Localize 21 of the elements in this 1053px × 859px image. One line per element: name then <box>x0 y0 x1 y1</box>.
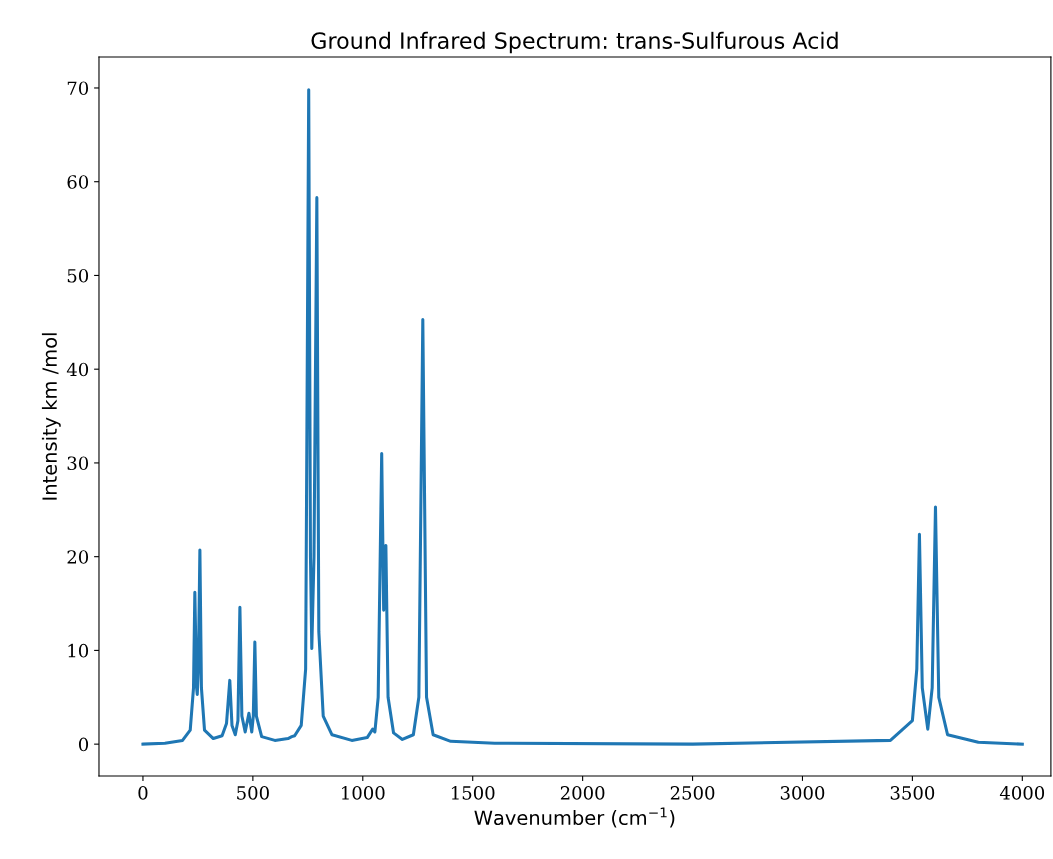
x-tick-label: 500 <box>237 786 269 800</box>
x-tick-label: 3500 <box>890 786 935 800</box>
chart-title: Ground Infrared Spectrum: trans-Sulfurous Acid <box>311 31 838 54</box>
y-tick-label: 30 <box>67 456 89 471</box>
x-tick-label: 2000 <box>560 786 605 800</box>
x-tick-label: 1000 <box>342 786 385 800</box>
y-tick-label: 40 <box>66 362 89 377</box>
x-tick-label: 0 <box>138 786 148 800</box>
y-tick-label: 50 <box>67 268 89 283</box>
y-tick-label: 60 <box>67 175 89 189</box>
y-tick-label: 0 <box>78 737 89 752</box>
x-tick-label: 2500 <box>670 786 715 800</box>
x-tick-label: 1500 <box>451 786 495 800</box>
y-axis-title: Intensity km /mol <box>41 333 61 500</box>
x-tick-label: 3000 <box>780 786 825 800</box>
x-axis-title: Wavenumber (cm$^{−1}$) <box>474 807 675 828</box>
x-tick-label: 4000 <box>999 786 1045 800</box>
line-series <box>141 88 1024 746</box>
y-tick-label: 70 <box>67 81 89 96</box>
y-tick-label: 20 <box>67 550 89 564</box>
y-tick-label: 10 <box>68 643 89 658</box>
